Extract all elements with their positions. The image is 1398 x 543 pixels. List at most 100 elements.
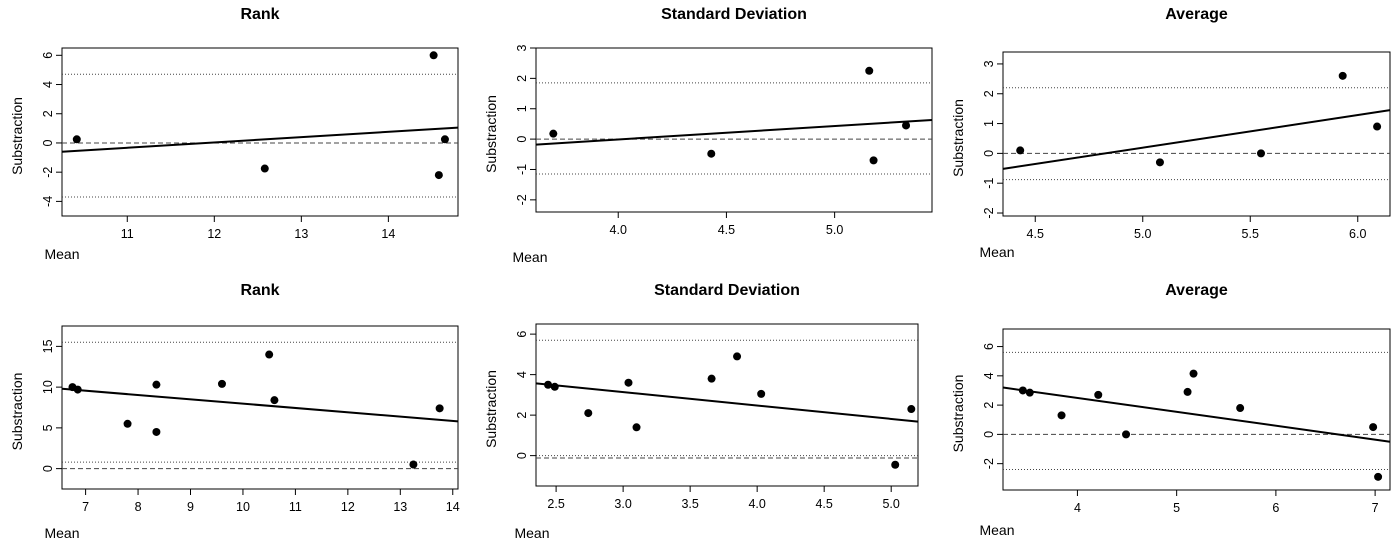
data-point (1338, 71, 1347, 80)
plot-frame (535, 323, 919, 487)
plot-title: Average (1165, 282, 1228, 299)
x-tick-label: 5.5 (1242, 227, 1259, 241)
x-tick-label: 11 (121, 227, 134, 241)
x-tick-label: 4 (1074, 501, 1081, 515)
data-point (1183, 387, 1192, 396)
regression-line (535, 382, 919, 423)
y-tick-label: 6 (41, 52, 55, 59)
x-tick-label: 4.5 (718, 223, 735, 237)
x-tick-label: 4.0 (610, 223, 627, 237)
y-tick-label: 2 (982, 402, 996, 409)
y-tick-label: 2 (515, 75, 529, 82)
y-tick-label: 0 (982, 150, 996, 157)
regression-line (1002, 109, 1391, 170)
y-tick-label: -2 (515, 194, 529, 205)
data-point (123, 419, 132, 428)
y-tick-label: -1 (515, 164, 529, 175)
x-tick-label: 10 (236, 500, 250, 514)
y-tick-label: 0 (515, 136, 529, 143)
data-point (270, 396, 279, 405)
y-axis-label: Substraction (950, 375, 966, 453)
y-tick-label: 4 (41, 81, 55, 88)
data-point (1236, 404, 1245, 413)
plot-frame (1002, 328, 1391, 491)
plot-frame (535, 47, 933, 213)
regression-line (61, 387, 459, 423)
plot-title: Standard Deviation (654, 282, 800, 299)
x-tick-label: 7 (82, 500, 89, 514)
y-tick-label: 3 (515, 44, 529, 51)
y-tick-label: 1 (515, 105, 529, 112)
data-point (544, 380, 553, 389)
plot-frame (1002, 51, 1391, 217)
data-point (624, 378, 633, 387)
y-tick-label: -4 (41, 196, 55, 207)
y-tick-label: 2 (982, 90, 996, 97)
y-tick-label: 4 (515, 371, 529, 378)
y-tick-label: 0 (41, 139, 55, 146)
y-tick-label: 15 (41, 339, 55, 353)
x-axis-label: Mean (979, 522, 1014, 538)
data-point (265, 350, 274, 359)
x-tick-label: 3.5 (681, 497, 698, 511)
plot-title: Rank (240, 282, 279, 299)
y-tick-label: -1 (982, 178, 996, 189)
y-axis-label: Substraction (9, 373, 25, 451)
data-point (549, 129, 558, 138)
x-tick-label: 12 (207, 227, 221, 241)
data-point (434, 171, 443, 180)
plot-panel-2: Standard Deviation 4.0 4.5 5.0 -2 -1 0 1 2 3 Subst… (483, 6, 933, 265)
data-point (733, 352, 742, 361)
plot-title: Average (1165, 6, 1228, 23)
data-point (1373, 122, 1382, 131)
x-tick-label: 4.5 (815, 497, 832, 511)
data-point (632, 423, 641, 432)
data-point (1018, 386, 1027, 395)
y-axis-label: Substraction (483, 370, 499, 448)
x-tick-label: 3.0 (614, 497, 631, 511)
y-tick-label: 0 (41, 465, 55, 472)
x-tick-label: 5.0 (826, 223, 843, 237)
data-point (1155, 158, 1164, 167)
data-point (1122, 430, 1131, 439)
data-point (1094, 390, 1103, 399)
x-tick-label: 6 (1272, 501, 1279, 515)
data-point (1057, 411, 1066, 420)
x-tick-label: 9 (187, 500, 194, 514)
data-point (1016, 146, 1025, 155)
x-tick-label: 5.0 (1134, 227, 1151, 241)
data-point (72, 135, 81, 144)
plot-panel-1: Rank 11 12 13 14 -4 -2 0 2 4 6 Substraction Mean (9, 6, 459, 262)
data-point (865, 66, 874, 75)
data-point (907, 405, 916, 414)
data-point (152, 380, 161, 389)
y-tick-label: 0 (515, 452, 529, 459)
regression-line (535, 118, 933, 146)
x-tick-label: 5 (1173, 501, 1180, 515)
y-tick-label: 1 (982, 120, 996, 127)
data-point (891, 460, 900, 469)
x-tick-label: 5.0 (882, 497, 899, 511)
data-point (435, 404, 444, 413)
x-tick-label: 14 (381, 227, 395, 241)
plot-panel-3: Average 4.5 5.0 5.5 6.0 -2 -1 0 1 2 3 Substraction M… (950, 6, 1391, 260)
plot-panel-4: Rank 7 8 9 10 11 12 13 14 0 5 10 15 Substraction Mean (9, 282, 460, 541)
data-point (707, 149, 716, 158)
x-tick-label: 4.5 (1027, 227, 1044, 241)
x-axis-label: Mean (979, 244, 1014, 260)
y-tick-label: 6 (982, 343, 996, 350)
x-tick-label: 4.0 (748, 497, 765, 511)
x-tick-label: 8 (135, 500, 142, 514)
data-point (1025, 388, 1034, 397)
plot-panel-5: Standard Deviation 2.5 3.0 3.5 4.0 4.5 5.0 0 2 4 6… (483, 282, 919, 541)
data-point (409, 460, 418, 469)
y-axis-label: Substraction (483, 95, 499, 173)
data-point (1257, 149, 1265, 158)
y-tick-label: 5 (41, 424, 55, 431)
x-tick-label: 12 (341, 500, 355, 514)
plot-title: Standard Deviation (661, 6, 807, 23)
data-point (1189, 369, 1198, 378)
y-tick-label: 0 (982, 431, 996, 438)
regression-line (1002, 386, 1391, 443)
